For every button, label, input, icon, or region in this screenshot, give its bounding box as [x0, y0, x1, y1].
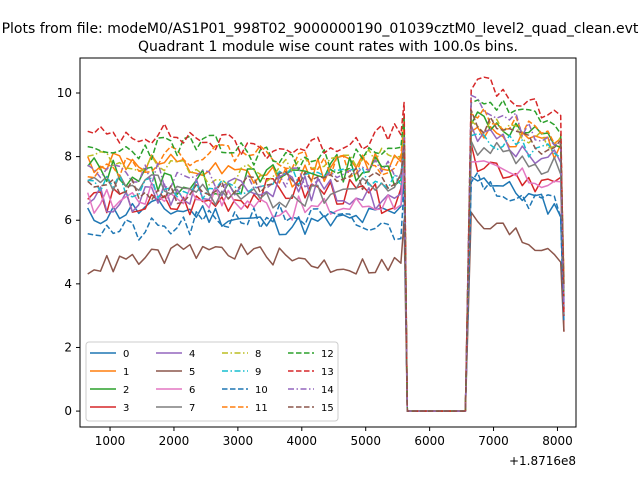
legend-label-15: 15	[321, 403, 334, 414]
legend-label-9: 9	[255, 367, 261, 378]
legend-label-11: 11	[255, 403, 268, 414]
legend-label-10: 10	[255, 385, 268, 396]
legend-label-6: 6	[189, 385, 195, 396]
series-line-5	[87, 211, 565, 412]
x-tick-label: 4000	[287, 434, 318, 448]
x-tick-label: 5000	[350, 434, 381, 448]
legend-label-14: 14	[321, 385, 334, 396]
legend-label-5: 5	[189, 367, 195, 378]
legend-frame	[85, 341, 339, 422]
y-tick-label: 8	[64, 150, 72, 164]
y-tick-label: 10	[57, 86, 72, 100]
x-tick-label: 1000	[95, 434, 126, 448]
series-line-6	[86, 160, 565, 412]
series-line-4	[87, 124, 565, 412]
x-tick-label: 8000	[542, 434, 573, 448]
series-line-7	[87, 140, 565, 412]
legend-label-0: 0	[123, 349, 129, 360]
series-line-0	[87, 175, 565, 412]
legend-label-12: 12	[321, 349, 334, 360]
series-line-14	[87, 94, 565, 412]
legend-label-1: 1	[123, 367, 129, 378]
y-axis: 0 2 4 6 8 10	[57, 86, 80, 418]
series-line-13	[87, 76, 565, 412]
series-line-11	[87, 107, 565, 412]
series-line-9	[87, 133, 565, 412]
legend-label-2: 2	[123, 385, 129, 396]
x-tick-label: 3000	[223, 434, 254, 448]
series-line-12	[87, 99, 565, 412]
series-line-15	[87, 109, 565, 412]
series-line-3	[87, 143, 565, 412]
x-axis: 1000 2000 3000 4000 5000 6000 7000 8000	[95, 427, 573, 448]
legend-label-7: 7	[189, 403, 195, 414]
series-line-1	[87, 125, 565, 412]
y-tick-label: 6	[64, 213, 72, 227]
x-tick-label: 2000	[159, 434, 190, 448]
x-axis-offset-label: +1.8716e8	[509, 454, 576, 468]
x-tick-label: 7000	[478, 434, 509, 448]
legend-label-3: 3	[123, 403, 129, 414]
chart-title: Quadrant 1 module wise count rates with …	[138, 39, 518, 55]
series-layer	[86, 76, 565, 412]
series-line-10	[87, 171, 565, 412]
axes-frame	[79, 57, 577, 428]
legend-label-8: 8	[255, 349, 261, 360]
plot-area: 1000 2000 3000 4000 5000 6000 7000 8000 0246810…	[57, 57, 577, 468]
y-tick-label: 4	[64, 277, 72, 291]
legend-label-13: 13	[321, 367, 334, 378]
y-tick-label: 0	[64, 404, 72, 418]
x-tick-label: 6000	[414, 434, 445, 448]
legend-label-4: 4	[189, 349, 195, 360]
figure-suptitle: Plots from file: modeM0/AS1P01_998T02_90…	[2, 21, 639, 37]
y-tick-label: 2	[64, 340, 72, 354]
